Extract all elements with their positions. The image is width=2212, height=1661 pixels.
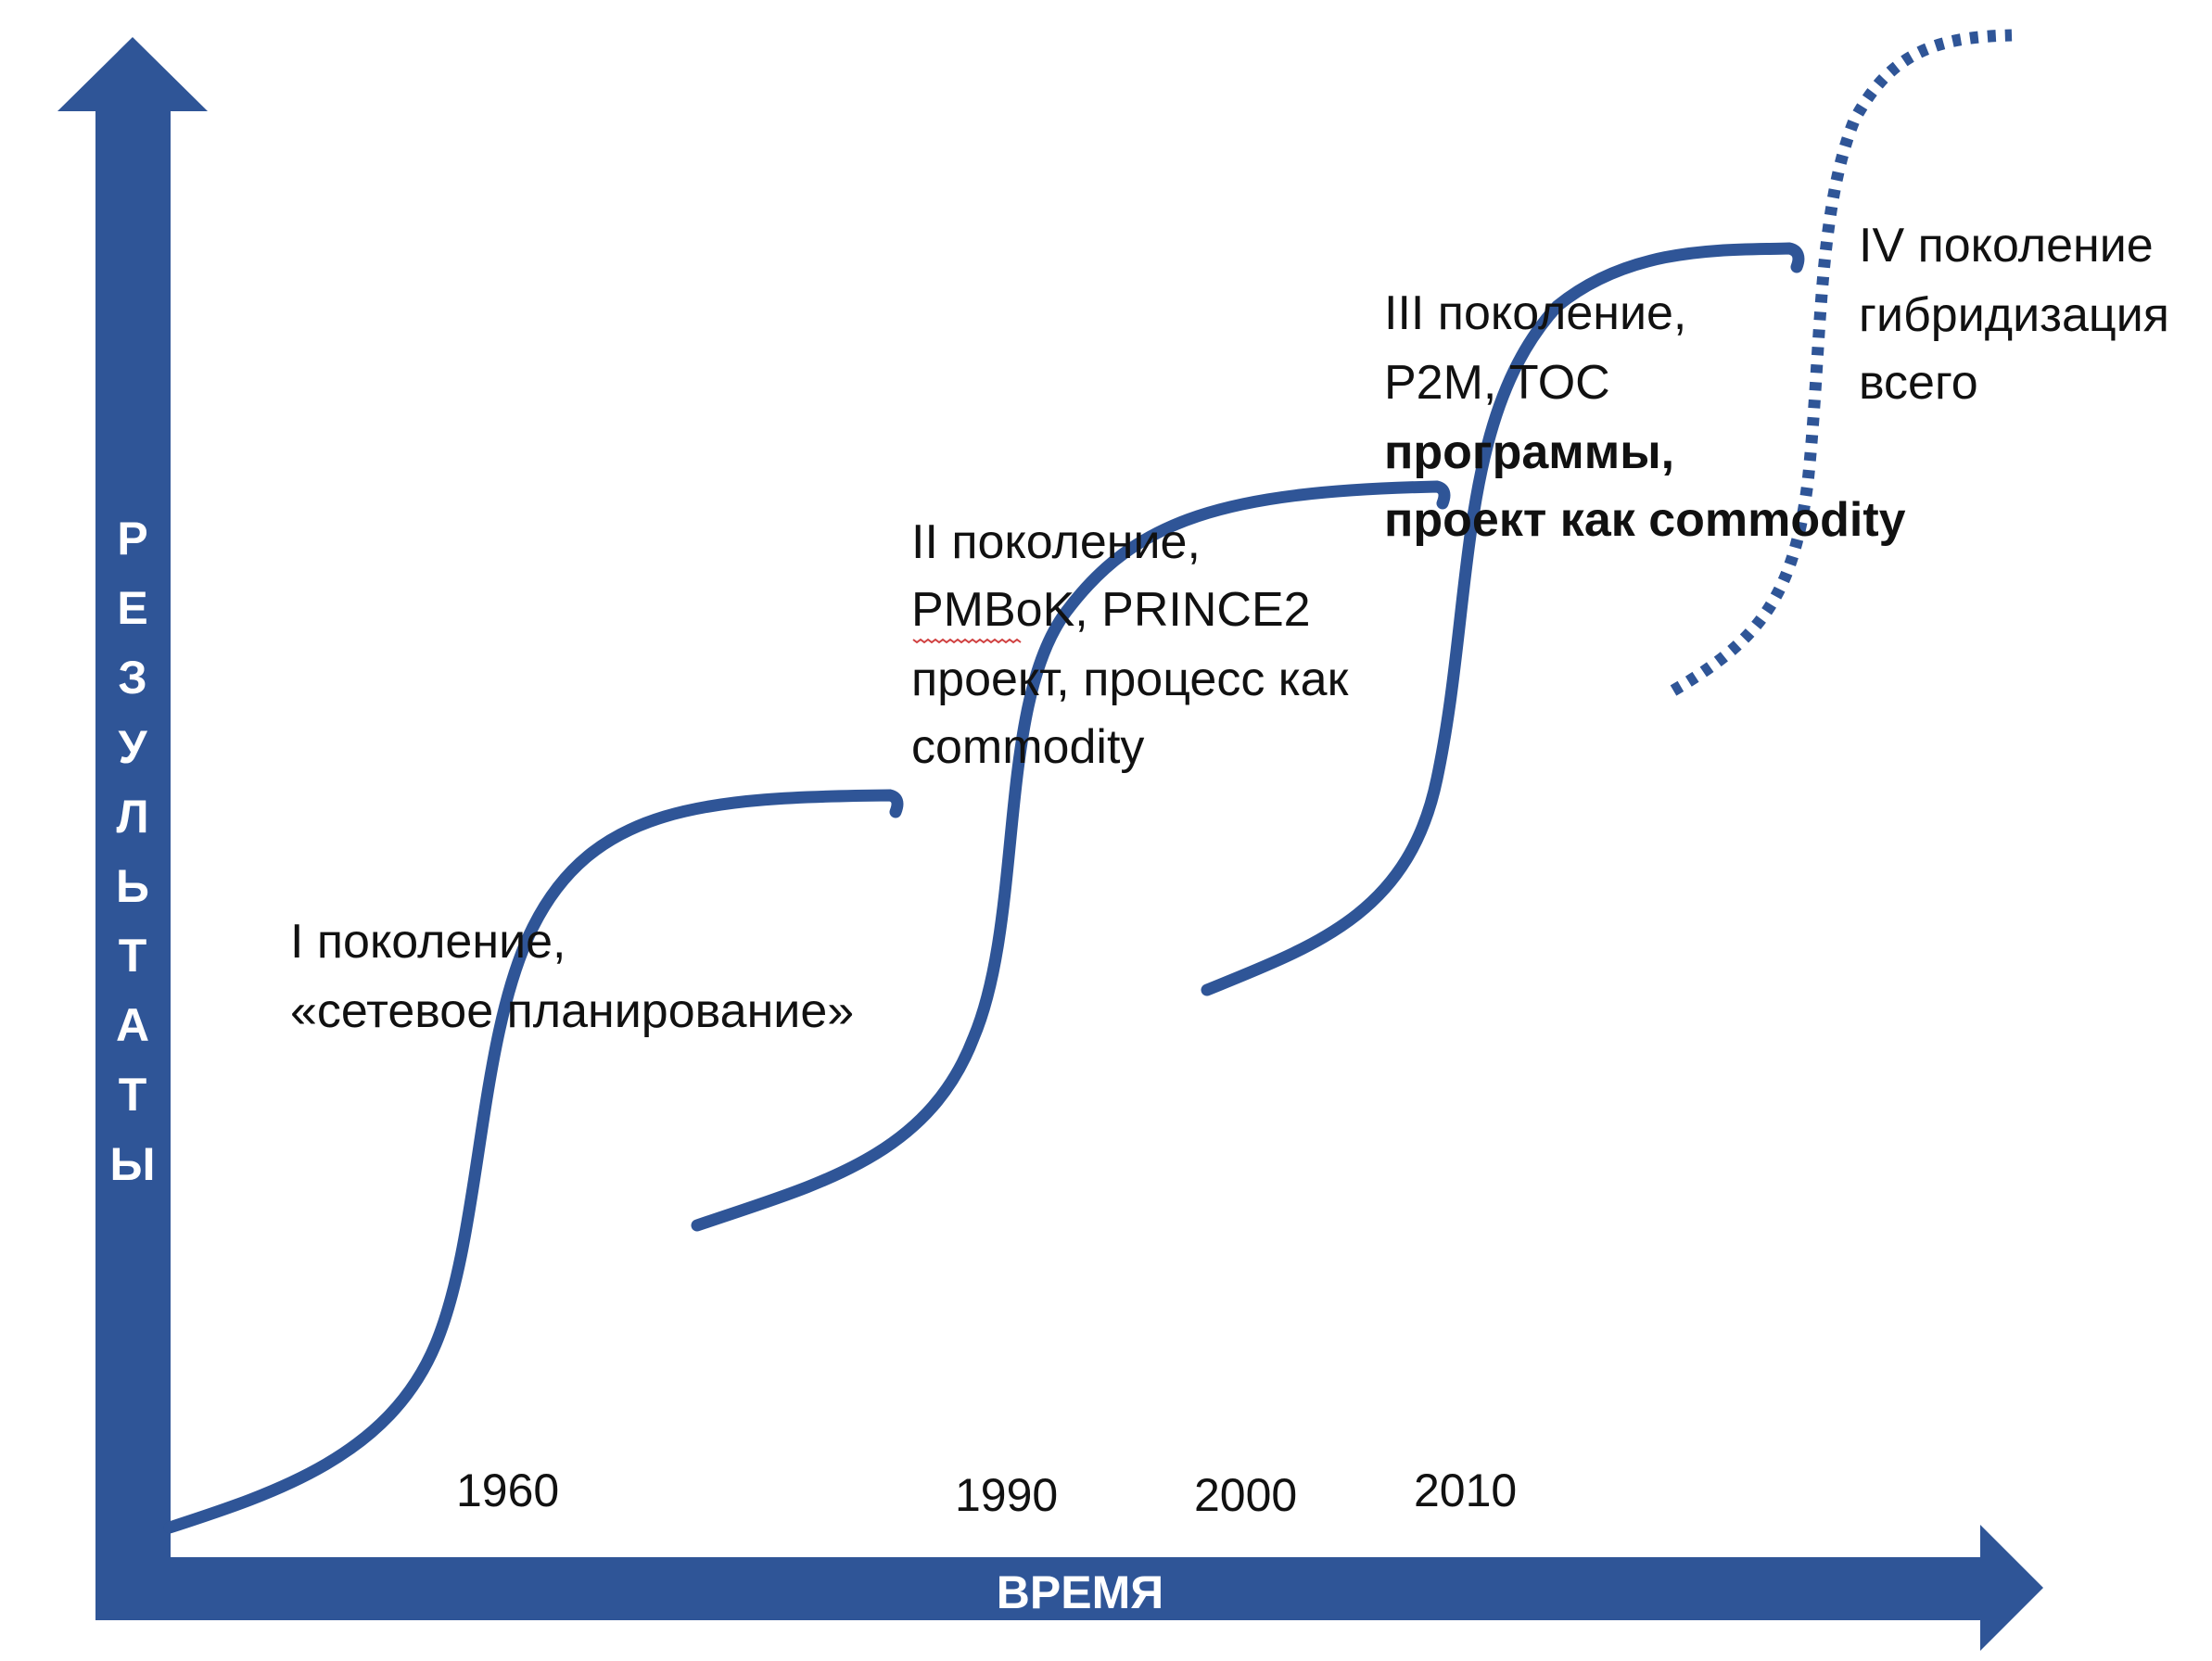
generation-3-bold-line-2: проект как commodity <box>1384 493 1906 547</box>
x-axis-arrowhead <box>1980 1525 2043 1651</box>
y-axis-label-letter: Л <box>116 791 148 843</box>
x-axis-label: ВРЕМЯ <box>997 1566 1163 1618</box>
y-axis-label-letter: З <box>118 652 146 704</box>
x-axis-shaft <box>95 1557 1982 1620</box>
generation-4-line-3: всего <box>1859 356 1978 410</box>
generation-2-text: II поколение, PMBoK, PRINCE2 проект, про… <box>911 515 1353 774</box>
y-axis-label-letter: Р <box>117 513 147 564</box>
y-axis-label-letter: Т <box>119 1069 147 1121</box>
y-axis-shaft <box>95 109 171 1620</box>
y-axis-label-letter: Ь <box>116 860 149 912</box>
y-axis-arrowhead <box>57 37 208 111</box>
year-label-2010: 2010 <box>1414 1464 1517 1516</box>
year-label-2000: 2000 <box>1194 1469 1297 1521</box>
generation-4-line-1: IV поколение <box>1859 219 2154 273</box>
generation-1-text: I поколение, «сетевое планирование» <box>290 915 854 1038</box>
year-label-1990: 1990 <box>955 1469 1058 1521</box>
generation-1-line-2: «сетевое планирование» <box>290 984 854 1038</box>
generation-2-curve <box>691 480 1451 1232</box>
generation-3-curve <box>1201 242 1805 996</box>
y-axis-label-letter: Т <box>119 930 147 982</box>
generation-3-text: III поколение, P2M, TOC программы, проек… <box>1384 286 1906 547</box>
generation-3-line-1: III поколение, <box>1384 286 1686 340</box>
generation-2-line-3: проект, процесс как <box>911 653 1349 706</box>
y-axis-label-letter: У <box>118 721 147 773</box>
y-axis-label-letter: Е <box>117 582 147 634</box>
generation-3-bold-line-1: программы, <box>1384 425 1674 479</box>
generation-1-curve <box>163 789 904 1534</box>
generation-4-text: IV поколение гибридизация всего <box>1859 219 2173 410</box>
spellcheck-underline <box>912 638 1022 644</box>
generation-2-line-1: II поколение, <box>911 515 1201 569</box>
generation-3-line-2: P2M, TOC <box>1384 356 1610 410</box>
generation-2-line-2: PMBoK, PRINCE2 <box>911 583 1311 637</box>
generation-1-line-1: I поколение, <box>290 915 566 969</box>
year-label-1960: 1960 <box>456 1464 559 1516</box>
generation-4-curve <box>1670 29 2013 696</box>
generation-2-line-4: commodity <box>911 720 1144 774</box>
y-axis-label-letter: Ы <box>110 1138 156 1190</box>
y-axis-label-letter: А <box>116 999 149 1051</box>
generation-4-line-2: гибридизация <box>1859 288 2169 342</box>
